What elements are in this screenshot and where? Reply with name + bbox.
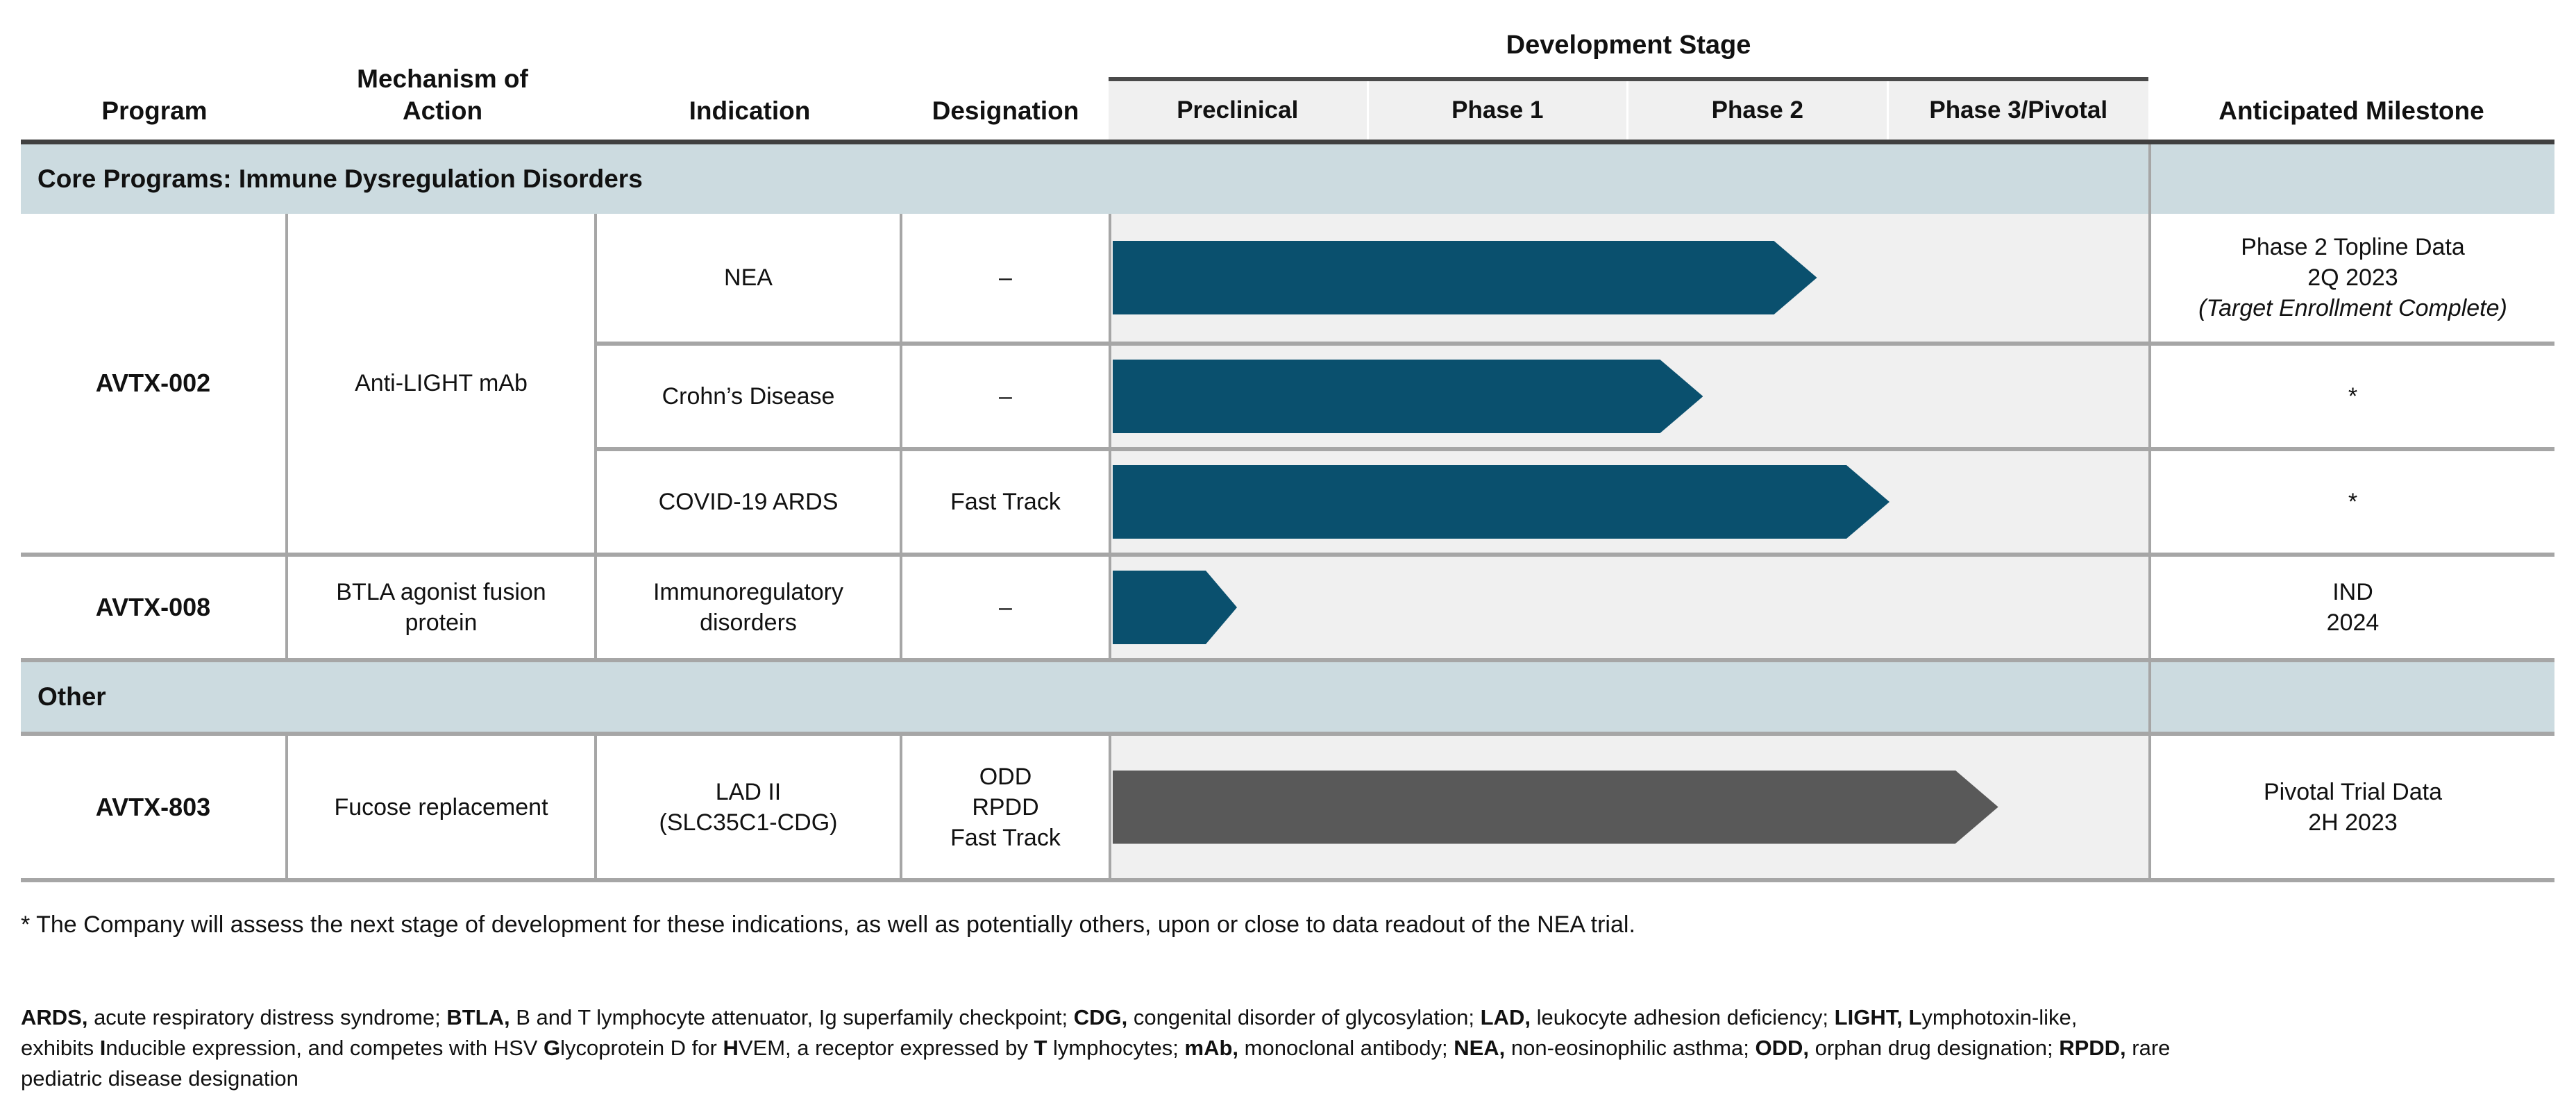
indication-cell: Crohn’s Disease xyxy=(597,342,902,447)
milestone-cell: * xyxy=(2148,342,2554,447)
milestone-text: Phase 2 Topline Data 2Q 2023 xyxy=(2241,234,2465,291)
program-row-avtx-008: AVTX-008 BTLA agonist fusion protein Imm… xyxy=(21,557,2554,658)
phase-header-phase2: Phase 2 xyxy=(1628,81,1889,140)
indication-cell: COVID-19 ARDS xyxy=(597,447,902,553)
designation-cell: ODD RPDD Fast Track xyxy=(902,736,1109,878)
phase-header-row: Preclinical Phase 1 Phase 2 Phase 3/Pivo… xyxy=(1109,77,2148,140)
abbreviations: ARDS, acute respiratory distress syndrom… xyxy=(21,1005,2171,1091)
header-divider xyxy=(21,140,2554,144)
program-name: AVTX-803 xyxy=(21,736,288,878)
column-header-program: Program xyxy=(101,96,208,125)
progress-arrow-crohns xyxy=(1113,360,1703,433)
program-row-avtx-803: AVTX-803 Fucose replacement LAD II (SLC3… xyxy=(21,736,2554,878)
milestone-text: IND 2024 xyxy=(2326,579,2380,636)
designation-cell: – xyxy=(902,557,1109,658)
milestone-text: Pivotal Trial Data 2H 2023 xyxy=(2264,778,2442,836)
development-stage-header: Development Stage Preclinical Phase 1 Ph… xyxy=(1109,31,2148,140)
column-header-mechanism: Mechanism of Action xyxy=(357,65,528,125)
progress-arrow-nea xyxy=(1113,241,1817,314)
mechanism-cell: Fucose replacement xyxy=(288,736,597,878)
stage-cell xyxy=(1109,557,2148,658)
column-header-milestone: Anticipated Milestone xyxy=(2219,96,2484,125)
milestone-cell: Phase 2 Topline Data 2Q 2023 (Target Enr… xyxy=(2148,214,2554,342)
stage-cell xyxy=(1109,214,2148,342)
program-name: AVTX-008 xyxy=(21,557,288,658)
mechanism-cell: BTLA agonist fusion protein xyxy=(288,557,597,658)
indication-cell: NEA xyxy=(597,214,902,342)
pipeline-table: Program Mechanism of Action Indication D… xyxy=(21,0,2554,882)
milestone-text: * xyxy=(2348,383,2358,410)
section-band-core-right xyxy=(2148,144,2554,214)
row-divider xyxy=(21,732,2554,736)
indication-cell: Immunoregulatory disorders xyxy=(597,557,902,658)
phase-header-preclinical: Preclinical xyxy=(1109,81,1369,140)
milestone-cell: * xyxy=(2148,447,2554,553)
progress-arrow-avtx008 xyxy=(1113,571,1237,644)
column-header-designation: Designation xyxy=(932,96,1079,125)
section-band-core: Core Programs: Immune Dysregulation Diso… xyxy=(21,144,2554,214)
designation-cell: Fast Track xyxy=(902,447,1109,553)
designation-cell: – xyxy=(902,342,1109,447)
program-group-avtx-002: AVTX-002 Anti-LIGHT mAb NEA – Phase 2 To… xyxy=(21,214,2554,553)
indication-cell: LAD II (SLC35C1-CDG) xyxy=(597,736,902,878)
section-title-core: Core Programs: Immune Dysregulation Diso… xyxy=(21,144,2148,214)
milestone-text: * xyxy=(2348,489,2358,515)
row-divider xyxy=(21,553,2554,557)
table-bottom-border xyxy=(21,878,2554,882)
program-name: AVTX-002 xyxy=(21,214,288,553)
stage-cell xyxy=(1109,447,2148,553)
phase-header-phase1: Phase 1 xyxy=(1368,81,1628,140)
stage-cell xyxy=(1109,342,2148,447)
section-band-other-right xyxy=(2148,662,2554,732)
progress-arrow-covid xyxy=(1113,465,1889,539)
development-stage-title: Development Stage xyxy=(1506,31,1751,60)
section-title-other: Other xyxy=(21,662,2148,732)
footnote: * The Company will assess the next stage… xyxy=(21,911,1635,938)
table-header: Program Mechanism of Action Indication D… xyxy=(21,0,2554,140)
row-divider xyxy=(21,658,2554,662)
stage-cell xyxy=(1109,736,2148,878)
section-band-other: Other xyxy=(21,662,2554,732)
column-header-indication: Indication xyxy=(689,96,811,125)
milestone-note: (Target Enrollment Complete) xyxy=(2198,295,2507,321)
progress-arrow-avtx803 xyxy=(1113,771,1998,844)
designation-cell: – xyxy=(902,214,1109,342)
phase-header-phase3: Phase 3/Pivotal xyxy=(1888,81,2148,140)
milestone-cell: IND 2024 xyxy=(2148,557,2554,658)
milestone-cell: Pivotal Trial Data 2H 2023 xyxy=(2148,736,2554,878)
mechanism-cell: Anti-LIGHT mAb xyxy=(288,214,597,553)
